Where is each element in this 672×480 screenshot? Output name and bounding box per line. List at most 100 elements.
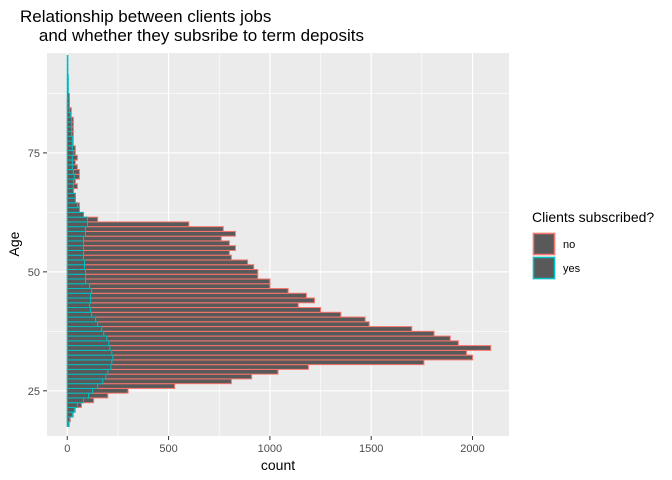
bar-yes	[66, 359, 113, 366]
bar-yes	[66, 197, 76, 204]
bar-yes	[66, 416, 71, 423]
bar-yes	[66, 273, 87, 280]
bar-no	[66, 240, 230, 247]
bar-yes	[66, 54, 69, 61]
legend-swatch-yes	[532, 256, 556, 280]
bar-yes	[66, 164, 73, 171]
bar-yes	[66, 135, 73, 142]
bar-yes	[66, 159, 73, 166]
legend-label-no: no	[563, 239, 575, 251]
bar-yes	[66, 116, 72, 123]
bar-yes	[66, 364, 112, 370]
bar-no	[66, 307, 322, 313]
bar-yes	[66, 311, 93, 318]
bar-yes	[66, 216, 89, 223]
x-tick-label: 1000	[258, 443, 282, 455]
bar-yes	[66, 183, 74, 190]
bar-yes	[66, 259, 85, 266]
bar-yes	[66, 107, 70, 113]
chart-title-line-2: and whether they subsribe to term deposi…	[20, 26, 364, 45]
bar-no	[66, 321, 370, 328]
bar-no	[66, 245, 236, 251]
bar-yes	[66, 335, 108, 342]
bar-yes	[66, 178, 74, 185]
bar-no	[66, 297, 315, 304]
bar-yes	[66, 240, 84, 247]
bar-yes	[66, 378, 104, 385]
bar-no	[66, 278, 271, 285]
bar-no	[66, 335, 451, 342]
bar-yes	[66, 278, 87, 285]
bar-yes	[66, 83, 69, 90]
bar-yes	[66, 207, 80, 213]
bar-yes	[66, 392, 90, 399]
bar-yes	[66, 78, 69, 85]
bar-no	[66, 326, 413, 332]
bar-no	[66, 330, 435, 337]
bar-yes	[66, 373, 107, 380]
bar-no	[66, 359, 425, 366]
bar-no	[66, 302, 299, 309]
bar-yes	[66, 406, 75, 413]
x-tick-label: 1500	[359, 443, 383, 455]
bar-yes	[66, 202, 78, 209]
bar-no	[66, 340, 459, 347]
y-axis-label: Age	[6, 231, 22, 256]
bar-no	[66, 235, 222, 242]
bar-yes	[66, 92, 70, 99]
bar-yes	[66, 88, 69, 94]
bar-yes	[66, 387, 94, 394]
bar-yes	[66, 354, 114, 361]
legend-swatch-no	[532, 232, 556, 256]
legend-label-yes: yes	[563, 263, 581, 275]
bar-yes	[66, 411, 73, 418]
bar-no	[66, 254, 232, 261]
bar-yes	[66, 345, 111, 351]
bar-yes	[66, 230, 87, 237]
x-axis-label: count	[261, 457, 295, 473]
bar-no	[66, 283, 271, 290]
x-tick-label: 0	[64, 443, 70, 455]
bar-yes	[66, 316, 97, 323]
bar-yes	[66, 302, 91, 309]
bar-yes	[66, 121, 72, 128]
bar-yes	[66, 397, 84, 404]
bar-yes	[66, 69, 69, 75]
bar-yes	[66, 321, 99, 328]
bar-no	[66, 259, 249, 266]
bar-no	[66, 268, 259, 275]
bar-yes	[66, 64, 69, 71]
bar-yes	[66, 421, 70, 427]
bar-yes	[66, 254, 84, 261]
bar-yes	[66, 221, 89, 228]
bar-yes	[66, 169, 74, 175]
bar-yes	[66, 73, 69, 80]
bar-yes	[66, 268, 87, 275]
x-tick-label: 2000	[460, 443, 484, 455]
bar-no	[66, 311, 342, 318]
bar-yes	[66, 111, 71, 118]
y-tick-label: 25	[28, 386, 40, 398]
bar-yes	[66, 245, 84, 251]
bar-yes	[66, 297, 92, 304]
bar-yes	[66, 188, 74, 194]
bar-yes	[66, 368, 109, 375]
legend: Clients subscribed? no yes	[532, 209, 654, 280]
bar-yes	[66, 292, 92, 299]
y-tick-label: 50	[28, 267, 40, 279]
bar-yes	[66, 307, 92, 313]
bar-yes	[66, 349, 113, 356]
bar-no	[66, 230, 236, 237]
bar-yes	[66, 264, 85, 270]
bars-series-yes	[66, 54, 114, 427]
bar-yes	[66, 192, 76, 199]
bar-no	[66, 316, 366, 323]
bar-no	[66, 345, 492, 351]
bar-yes	[66, 126, 72, 133]
bar-yes	[66, 283, 91, 290]
y-tick-label: 75	[28, 148, 40, 160]
y-axis: 25 50 75	[28, 148, 47, 398]
bar-no	[66, 292, 307, 299]
bar-yes	[66, 102, 70, 109]
